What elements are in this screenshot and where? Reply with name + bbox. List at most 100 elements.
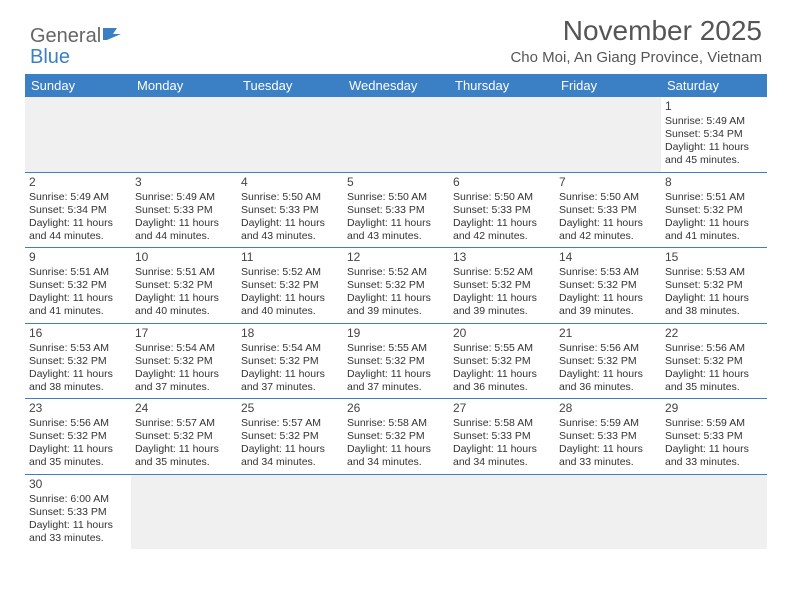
- day-number: 7: [559, 175, 657, 190]
- sunset-text: Sunset: 5:32 PM: [135, 355, 233, 368]
- calendar-cell: [555, 474, 661, 549]
- sunset-text: Sunset: 5:32 PM: [241, 355, 339, 368]
- weekday-header: Tuesday: [237, 74, 343, 97]
- sunrise-text: Sunrise: 5:50 AM: [241, 191, 339, 204]
- day-number: 20: [453, 326, 551, 341]
- sunset-text: Sunset: 5:32 PM: [241, 430, 339, 443]
- daylight-text: Daylight: 11 hours and 34 minutes.: [347, 443, 445, 469]
- daylight-text: Daylight: 11 hours and 37 minutes.: [347, 368, 445, 394]
- daylight-text: Daylight: 11 hours and 44 minutes.: [135, 217, 233, 243]
- daylight-text: Daylight: 11 hours and 37 minutes.: [241, 368, 339, 394]
- header: General November 2025 Cho Moi, An Giang …: [0, 0, 792, 74]
- calendar-row: 9Sunrise: 5:51 AMSunset: 5:32 PMDaylight…: [25, 248, 767, 324]
- calendar-cell: 9Sunrise: 5:51 AMSunset: 5:32 PMDaylight…: [25, 248, 131, 324]
- sunset-text: Sunset: 5:32 PM: [559, 279, 657, 292]
- sunrise-text: Sunrise: 5:51 AM: [29, 266, 127, 279]
- calendar-row: 2Sunrise: 5:49 AMSunset: 5:34 PMDaylight…: [25, 172, 767, 248]
- sunrise-text: Sunrise: 5:56 AM: [559, 342, 657, 355]
- calendar-cell: [25, 97, 131, 172]
- weekday-header: Sunday: [25, 74, 131, 97]
- day-number: 19: [347, 326, 445, 341]
- day-number: 1: [665, 99, 763, 114]
- calendar-cell: 16Sunrise: 5:53 AMSunset: 5:32 PMDayligh…: [25, 323, 131, 399]
- logo: General: [30, 25, 125, 48]
- calendar-cell: 13Sunrise: 5:52 AMSunset: 5:32 PMDayligh…: [449, 248, 555, 324]
- daylight-text: Daylight: 11 hours and 33 minutes.: [559, 443, 657, 469]
- location-text: Cho Moi, An Giang Province, Vietnam: [510, 49, 762, 66]
- day-number: 28: [559, 401, 657, 416]
- sunset-text: Sunset: 5:32 PM: [241, 279, 339, 292]
- calendar-cell: 6Sunrise: 5:50 AMSunset: 5:33 PMDaylight…: [449, 172, 555, 248]
- daylight-text: Daylight: 11 hours and 35 minutes.: [135, 443, 233, 469]
- daylight-text: Daylight: 11 hours and 33 minutes.: [29, 519, 127, 545]
- day-number: 9: [29, 250, 127, 265]
- daylight-text: Daylight: 11 hours and 35 minutes.: [665, 368, 763, 394]
- calendar-cell: 30Sunrise: 6:00 AMSunset: 5:33 PMDayligh…: [25, 474, 131, 549]
- daylight-text: Daylight: 11 hours and 43 minutes.: [347, 217, 445, 243]
- daylight-text: Daylight: 11 hours and 41 minutes.: [665, 217, 763, 243]
- calendar-cell: 25Sunrise: 5:57 AMSunset: 5:32 PMDayligh…: [237, 399, 343, 475]
- daylight-text: Daylight: 11 hours and 44 minutes.: [29, 217, 127, 243]
- calendar-cell: 29Sunrise: 5:59 AMSunset: 5:33 PMDayligh…: [661, 399, 767, 475]
- calendar-cell: 1Sunrise: 5:49 AMSunset: 5:34 PMDaylight…: [661, 97, 767, 172]
- day-number: 4: [241, 175, 339, 190]
- calendar-cell: [237, 474, 343, 549]
- weekday-header: Saturday: [661, 74, 767, 97]
- sunset-text: Sunset: 5:32 PM: [665, 355, 763, 368]
- sunset-text: Sunset: 5:33 PM: [347, 204, 445, 217]
- calendar-cell: 27Sunrise: 5:58 AMSunset: 5:33 PMDayligh…: [449, 399, 555, 475]
- weekday-header: Friday: [555, 74, 661, 97]
- calendar-cell: 4Sunrise: 5:50 AMSunset: 5:33 PMDaylight…: [237, 172, 343, 248]
- sunrise-text: Sunrise: 5:58 AM: [453, 417, 551, 430]
- sunset-text: Sunset: 5:33 PM: [453, 430, 551, 443]
- day-number: 24: [135, 401, 233, 416]
- calendar-body: 1Sunrise: 5:49 AMSunset: 5:34 PMDaylight…: [25, 97, 767, 549]
- title-block: November 2025 Cho Moi, An Giang Province…: [510, 15, 762, 66]
- calendar-row: 16Sunrise: 5:53 AMSunset: 5:32 PMDayligh…: [25, 323, 767, 399]
- daylight-text: Daylight: 11 hours and 39 minutes.: [453, 292, 551, 318]
- daylight-text: Daylight: 11 hours and 39 minutes.: [559, 292, 657, 318]
- sunrise-text: Sunrise: 5:50 AM: [453, 191, 551, 204]
- sunset-text: Sunset: 5:32 PM: [347, 279, 445, 292]
- sunrise-text: Sunrise: 5:52 AM: [347, 266, 445, 279]
- day-number: 17: [135, 326, 233, 341]
- day-number: 14: [559, 250, 657, 265]
- calendar-cell: 22Sunrise: 5:56 AMSunset: 5:32 PMDayligh…: [661, 323, 767, 399]
- calendar-cell: 18Sunrise: 5:54 AMSunset: 5:32 PMDayligh…: [237, 323, 343, 399]
- day-number: 21: [559, 326, 657, 341]
- daylight-text: Daylight: 11 hours and 40 minutes.: [241, 292, 339, 318]
- day-number: 11: [241, 250, 339, 265]
- sunset-text: Sunset: 5:32 PM: [347, 355, 445, 368]
- calendar-cell: 28Sunrise: 5:59 AMSunset: 5:33 PMDayligh…: [555, 399, 661, 475]
- calendar-cell: 14Sunrise: 5:53 AMSunset: 5:32 PMDayligh…: [555, 248, 661, 324]
- sunrise-text: Sunrise: 5:49 AM: [29, 191, 127, 204]
- day-number: 16: [29, 326, 127, 341]
- sunrise-text: Sunrise: 5:53 AM: [559, 266, 657, 279]
- sunrise-text: Sunrise: 5:54 AM: [135, 342, 233, 355]
- sunset-text: Sunset: 5:34 PM: [29, 204, 127, 217]
- sunset-text: Sunset: 5:32 PM: [135, 279, 233, 292]
- sunset-text: Sunset: 5:32 PM: [665, 204, 763, 217]
- calendar-cell: 5Sunrise: 5:50 AMSunset: 5:33 PMDaylight…: [343, 172, 449, 248]
- daylight-text: Daylight: 11 hours and 43 minutes.: [241, 217, 339, 243]
- sunrise-text: Sunrise: 5:53 AM: [665, 266, 763, 279]
- calendar-table: SundayMondayTuesdayWednesdayThursdayFrid…: [25, 74, 767, 549]
- sunset-text: Sunset: 5:33 PM: [559, 430, 657, 443]
- sunrise-text: Sunrise: 5:49 AM: [665, 115, 763, 128]
- weekday-header: Monday: [131, 74, 237, 97]
- day-number: 22: [665, 326, 763, 341]
- sunset-text: Sunset: 5:33 PM: [241, 204, 339, 217]
- calendar-cell: [449, 97, 555, 172]
- sunrise-text: Sunrise: 5:50 AM: [559, 191, 657, 204]
- calendar-cell: 20Sunrise: 5:55 AMSunset: 5:32 PMDayligh…: [449, 323, 555, 399]
- sunset-text: Sunset: 5:34 PM: [665, 128, 763, 141]
- daylight-text: Daylight: 11 hours and 36 minutes.: [453, 368, 551, 394]
- calendar-cell: 26Sunrise: 5:58 AMSunset: 5:32 PMDayligh…: [343, 399, 449, 475]
- sunrise-text: Sunrise: 5:56 AM: [29, 417, 127, 430]
- daylight-text: Daylight: 11 hours and 34 minutes.: [453, 443, 551, 469]
- logo-text-general: General: [30, 25, 101, 48]
- daylight-text: Daylight: 11 hours and 34 minutes.: [241, 443, 339, 469]
- day-number: 29: [665, 401, 763, 416]
- daylight-text: Daylight: 11 hours and 37 minutes.: [135, 368, 233, 394]
- sunrise-text: Sunrise: 5:57 AM: [241, 417, 339, 430]
